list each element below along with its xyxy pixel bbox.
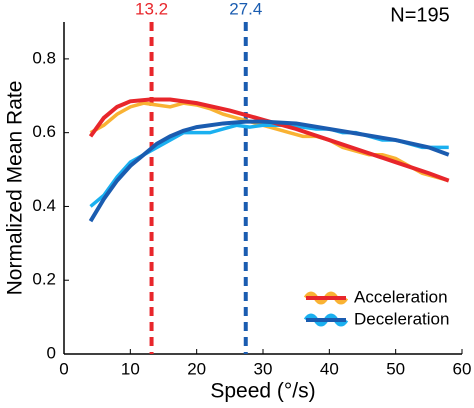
y-tick-label: 0.2	[32, 270, 56, 289]
y-tick-label: 0.6	[32, 122, 56, 141]
x-tick-label: 0	[59, 359, 68, 378]
x-tick-label: 10	[121, 359, 140, 378]
fit-line	[88, 119, 450, 223]
fit-line	[88, 97, 450, 183]
x-tick-label: 20	[187, 359, 206, 378]
raw-line	[89, 101, 450, 183]
x-tick-label: 40	[320, 359, 339, 378]
x-axis-label: Speed (°/s)	[210, 380, 315, 403]
reference-label: 13.2	[135, 0, 168, 18]
raw-line	[89, 123, 449, 208]
y-tick-label: 0	[47, 343, 56, 362]
legend-label: Acceleration	[354, 287, 448, 306]
y-axis-label: Normalized Mean Rate	[4, 81, 27, 296]
x-tick-label: 50	[386, 359, 405, 378]
x-tick-label: 30	[254, 359, 273, 378]
annotation: N=195	[390, 4, 450, 26]
reference-label: 27.4	[229, 0, 262, 18]
y-tick-label: 0.8	[32, 48, 56, 67]
y-tick-label: 0.4	[32, 196, 56, 215]
legend-label: Deceleration	[354, 309, 449, 328]
x-tick-label: 60	[453, 359, 472, 378]
